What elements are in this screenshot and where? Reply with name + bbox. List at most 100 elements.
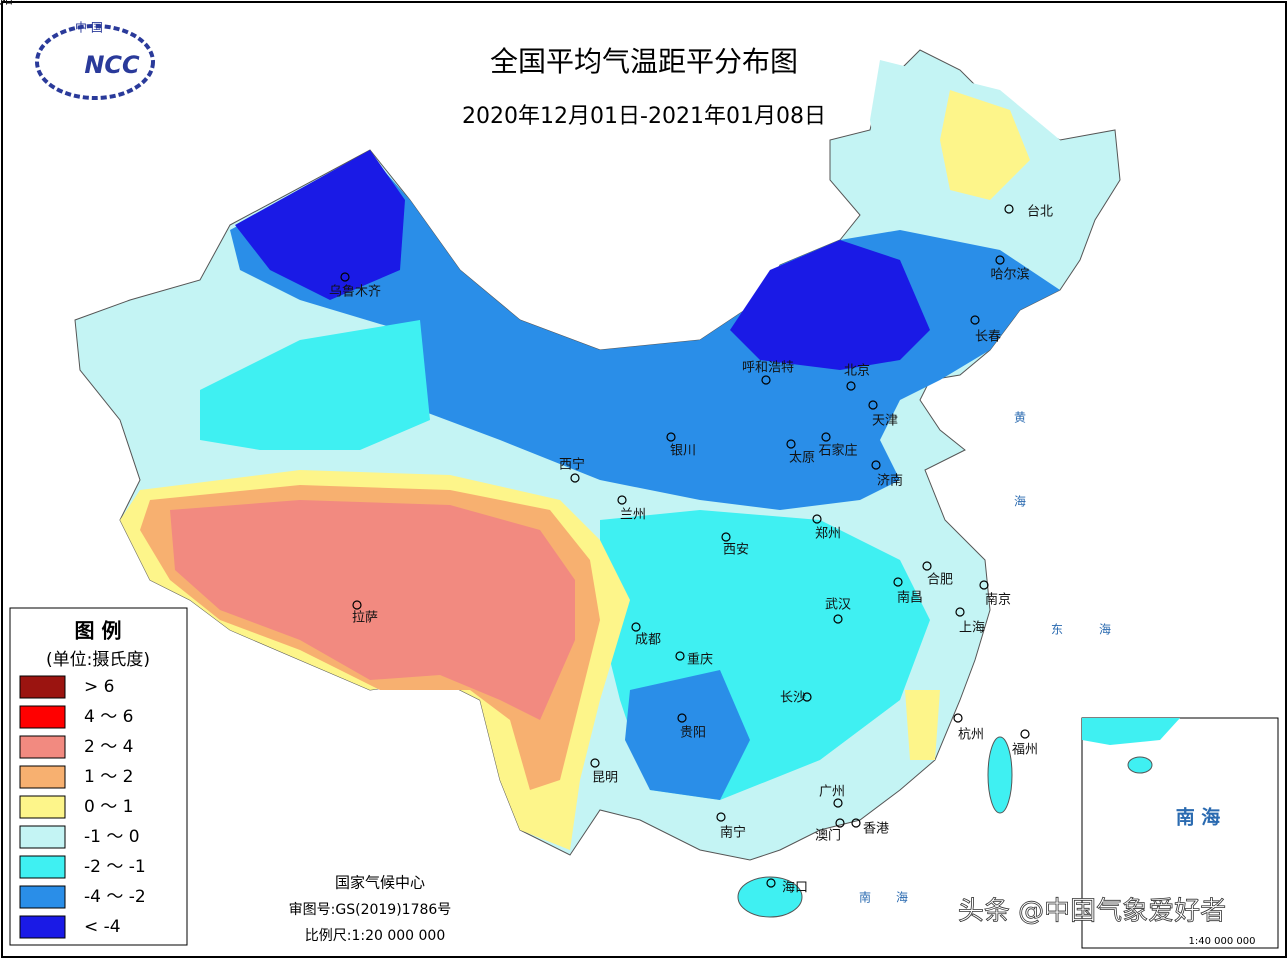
city-marker	[677, 713, 687, 723]
city-label: 贵阳	[680, 726, 706, 741]
sea-label: 南	[859, 890, 871, 905]
city-marker	[868, 400, 878, 410]
city-label: 长春	[975, 330, 1001, 345]
legend-label: < -4	[84, 917, 121, 937]
legend-label: 1 ～ 2	[84, 767, 133, 787]
city-label: 济南	[877, 473, 903, 489]
city-label: 太原	[789, 451, 815, 466]
city-marker	[721, 532, 731, 542]
city-marker	[922, 561, 932, 571]
city-marker	[846, 381, 856, 391]
city-label: 台北	[1027, 205, 1053, 220]
city-marker	[675, 651, 685, 661]
legend-label: 4 ～ 6	[84, 707, 133, 727]
city-marker	[833, 614, 843, 624]
legend-label: -4 ～ -2	[84, 887, 146, 907]
city-marker	[955, 607, 965, 617]
legend-unit: (单位:摄氏度)	[46, 650, 150, 670]
sea-labels: 黄海东 海南海	[859, 411, 1111, 905]
city-marker	[786, 439, 796, 449]
sea-label: 海	[896, 890, 908, 905]
city-marker	[953, 713, 963, 723]
city-label: 武汉	[825, 598, 851, 613]
city-marker	[835, 818, 845, 828]
city-label: 福州	[1012, 743, 1038, 758]
city-marker	[970, 315, 980, 325]
legend-swatch	[19, 795, 66, 819]
city-label: 杭州	[958, 728, 984, 743]
city-marker	[821, 432, 831, 442]
city-label: 拉萨	[352, 611, 378, 626]
city-label: 重庆	[687, 652, 713, 668]
city-label: 昆明	[592, 771, 618, 786]
city-marker	[812, 514, 822, 524]
legend-label: > 6	[84, 677, 114, 697]
city-label: 西宁	[559, 457, 585, 473]
city-label: 广州	[819, 785, 845, 800]
city-label: 石家庄	[818, 443, 857, 459]
city-label: 郑州	[815, 527, 841, 542]
subtitle: 2020年12月01日-2021年01月08日	[462, 104, 826, 129]
city-marker	[851, 818, 861, 828]
sea-label: 黄	[1014, 411, 1026, 425]
inset-scale: 1:40 000 000	[1189, 936, 1256, 947]
title: 全国平均气温距平分布图	[490, 45, 798, 78]
city-label: 合肥	[927, 573, 953, 588]
city-marker	[340, 272, 350, 282]
city-marker	[1020, 729, 1030, 739]
legend-swatch	[19, 765, 66, 789]
legend-swatch	[19, 675, 66, 699]
city-label: 海口	[782, 881, 808, 896]
city-marker	[666, 432, 676, 442]
inset-coast	[1082, 718, 1180, 745]
inset-box	[1081, 717, 1279, 949]
logo-text: NCC	[84, 51, 140, 79]
city-label: 澳门	[815, 828, 841, 844]
footer-scale: 比例尺:1:20 000 000	[305, 928, 446, 944]
city-label: 天津	[872, 414, 898, 429]
city-label: 上海	[959, 621, 985, 636]
city-label: 沈阳	[0, 0, 13, 8]
city-marker	[995, 255, 1005, 265]
sea-label: 海	[1014, 494, 1026, 509]
footer-approval: 审图号:GS(2019)1786号	[289, 902, 452, 918]
sea-label: 东	[1051, 623, 1063, 637]
legend-label: -1 ～ 0	[84, 827, 140, 847]
city-marker	[590, 758, 600, 768]
city-marker	[979, 580, 989, 590]
legend-swatch	[19, 855, 66, 879]
city-label: 南昌	[897, 590, 923, 606]
sea-label: 海	[1099, 622, 1111, 637]
city-label: 成都	[635, 633, 661, 648]
city-label: 南京	[985, 592, 1011, 608]
legend-swatch	[19, 885, 66, 909]
logo: 中 国 NCC	[35, 20, 155, 100]
legend-label: 2 ～ 4	[84, 737, 133, 757]
inset-label: 南 海	[1176, 806, 1221, 829]
city-label: 呼和浩特	[742, 361, 794, 376]
city-label: 兰州	[620, 508, 646, 523]
legend-label: 0 ～ 1	[84, 797, 133, 817]
city-marker	[631, 622, 641, 632]
legend-items: > 6 4 ～ 6 2 ～ 4 1 ～ 2 0 ～ 1 -1 ～ 0 -2 ～ -1 -4 ～…	[19, 675, 146, 939]
city-marker	[893, 577, 903, 587]
city-marker	[833, 798, 843, 808]
city-label: 南宁	[720, 825, 746, 841]
map	[74, 49, 1121, 918]
city-marker	[1004, 204, 1014, 214]
legend-label: -2 ～ -1	[84, 857, 146, 877]
legend-title: 图 例	[75, 619, 122, 643]
city-label: 西安	[723, 543, 749, 558]
legend-swatch	[19, 735, 66, 759]
city-label: 长沙	[780, 691, 806, 706]
city-marker	[352, 600, 362, 610]
legend-swatch	[19, 825, 66, 849]
watermark: 头条 @中国气象爱好者	[958, 897, 1226, 927]
city-marker	[871, 460, 881, 470]
city-marker	[766, 878, 776, 888]
inset-island	[1127, 756, 1153, 774]
footer-org: 国家气候中心	[335, 874, 425, 892]
